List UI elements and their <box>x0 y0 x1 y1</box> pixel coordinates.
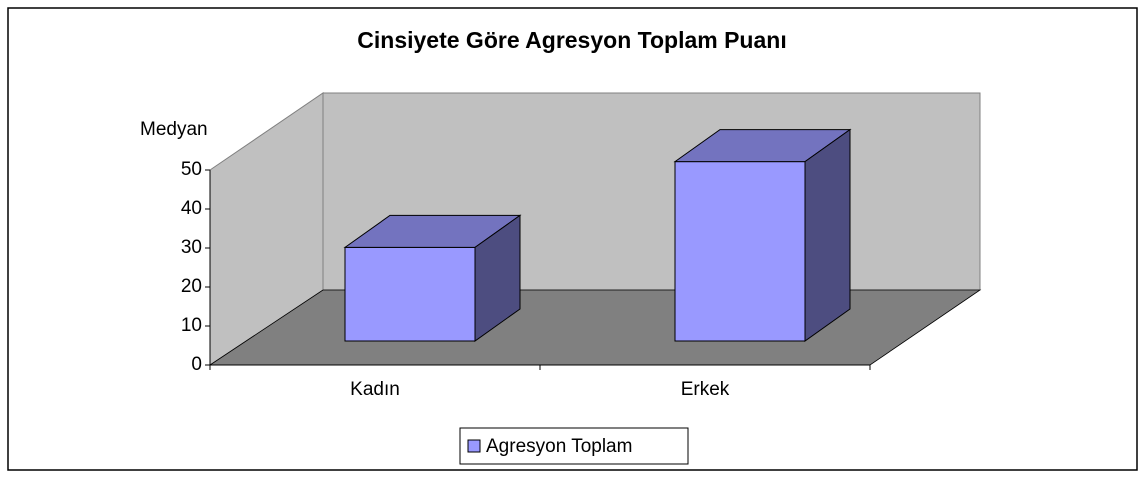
floor <box>208 289 982 366</box>
legend-label: Agresyon Toplam <box>486 436 632 457</box>
bar-front <box>674 161 806 342</box>
bar <box>343 214 522 342</box>
y-tick-label: 0 <box>191 354 202 375</box>
y-tick-label: 30 <box>181 237 202 258</box>
y-tick-label: 20 <box>181 276 202 297</box>
y-tick-label: 50 <box>181 159 202 180</box>
x-tick-label: Erkek <box>681 379 730 400</box>
y-axis-label: Medyan <box>140 119 208 140</box>
bar <box>673 128 852 342</box>
legend-swatch <box>467 439 481 453</box>
bar-front <box>344 246 476 342</box>
legend-box <box>459 427 689 465</box>
y-tick-label: 10 <box>181 315 202 336</box>
bar-side <box>804 128 851 342</box>
chart-title: Cinsiyete Göre Agresyon Toplam Puanı <box>357 27 786 53</box>
bar-side <box>474 214 521 342</box>
x-tick-label: Kadın <box>350 379 400 400</box>
y-tick-label: 40 <box>181 198 202 219</box>
